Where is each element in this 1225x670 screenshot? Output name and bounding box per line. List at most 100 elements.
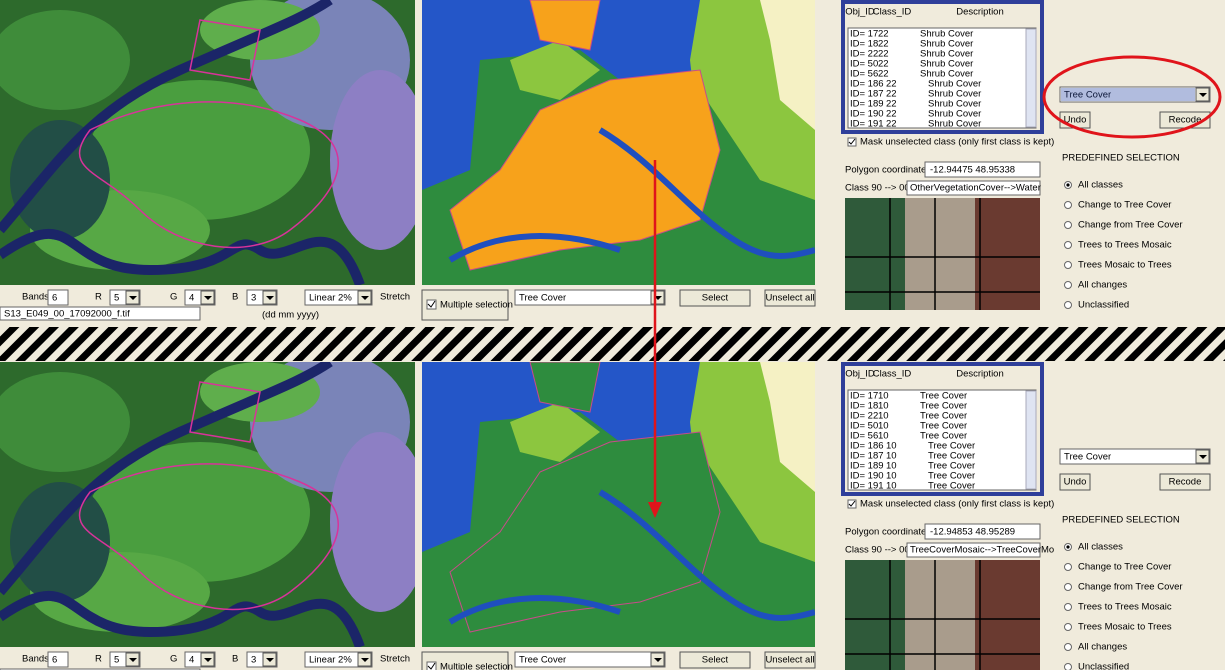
label: Tree Cover — [920, 431, 967, 442]
dropdown[interactable] — [1059, 448, 1211, 465]
button[interactable] — [679, 289, 751, 307]
satellite-image — [0, 0, 415, 285]
thumb-right — [975, 198, 1040, 310]
radio[interactable] — [1064, 563, 1072, 571]
patch — [90, 80, 310, 220]
radio[interactable] — [1064, 623, 1072, 631]
field[interactable] — [0, 306, 201, 321]
label: G — [170, 654, 177, 665]
radio-dot — [1066, 183, 1070, 187]
checkbox[interactable] — [426, 299, 437, 310]
arrow-head — [648, 502, 662, 518]
label: B — [232, 654, 238, 665]
dropdown[interactable] — [514, 651, 666, 668]
label: Tree Cover — [920, 411, 967, 422]
label: 4 — [189, 293, 194, 304]
label: Shrub Cover — [920, 39, 973, 50]
scrollbar[interactable] — [1025, 28, 1037, 128]
radio[interactable] — [1064, 603, 1072, 611]
label: Polygon coordinates : — [845, 165, 936, 176]
label: Description — [956, 7, 1004, 18]
field[interactable] — [924, 523, 1041, 540]
radio[interactable] — [1064, 241, 1072, 249]
label: Trees Mosaic to Trees — [1078, 260, 1172, 271]
button[interactable] — [764, 651, 816, 669]
dropdown[interactable] — [304, 651, 373, 668]
radio[interactable] — [1064, 663, 1072, 670]
classification-map — [422, 362, 815, 647]
label: R — [95, 654, 102, 665]
scrollbar[interactable] — [1025, 390, 1037, 490]
patch — [10, 120, 110, 240]
label: Tree Cover — [519, 293, 566, 304]
label: Shrub Cover — [920, 29, 973, 40]
label: Unselect all — [765, 655, 814, 666]
label: 10 — [878, 431, 889, 442]
label: Class 90 --> 00: — [845, 545, 912, 556]
polygon-outline — [78, 381, 339, 611]
radio[interactable] — [1064, 201, 1072, 209]
label: Change to Tree Cover — [1078, 562, 1171, 573]
list[interactable] — [847, 27, 1037, 129]
label: G — [170, 292, 177, 303]
dropdown[interactable] — [514, 289, 666, 306]
label: ID= 56 — [850, 69, 878, 80]
label: ID= 186 — [850, 441, 884, 452]
class-light2 — [510, 40, 600, 100]
dropdown[interactable] — [304, 289, 373, 306]
field[interactable] — [906, 542, 1041, 558]
label: 22 — [878, 69, 889, 80]
label: ID= 18 — [850, 401, 878, 412]
radio[interactable] — [1064, 221, 1072, 229]
button[interactable] — [1059, 473, 1091, 491]
field[interactable] — [47, 289, 69, 306]
label: All classes — [1078, 542, 1123, 553]
radio[interactable] — [1064, 301, 1072, 309]
label: 3 — [251, 293, 256, 304]
label: Multiple selection — [440, 300, 513, 311]
label: 22 — [886, 89, 897, 100]
label: ID= 191 — [850, 119, 884, 130]
list[interactable] — [847, 389, 1037, 491]
label: Obj_ID — [845, 369, 875, 380]
button[interactable] — [764, 289, 816, 307]
button[interactable] — [679, 651, 751, 669]
field[interactable] — [47, 651, 69, 668]
label: 22 — [886, 109, 897, 120]
label: ID= 190 — [850, 471, 884, 482]
label: Tree Cover — [519, 655, 566, 666]
radio[interactable] — [1064, 281, 1072, 289]
label: ID= 17 — [850, 391, 878, 402]
map-river — [448, 489, 815, 625]
dropdown[interactable] — [1059, 86, 1211, 103]
label: Class_ID — [873, 7, 912, 18]
label: OtherVegetationCover-->Water — [910, 183, 1041, 194]
label: Change to Tree Cover — [1078, 200, 1171, 211]
button[interactable] — [1159, 473, 1211, 491]
dropdown-arrow — [266, 296, 274, 300]
label: Shrub Cover — [928, 119, 981, 130]
label: 10 — [886, 461, 897, 472]
radio[interactable] — [1064, 643, 1072, 651]
label: Select — [702, 293, 729, 304]
patch — [0, 10, 130, 110]
field[interactable] — [906, 180, 1041, 196]
radio[interactable] — [1064, 261, 1072, 269]
dropdown-arrow — [204, 296, 212, 300]
class-pale — [760, 0, 815, 130]
radio[interactable] — [1064, 583, 1072, 591]
river — [0, 362, 365, 647]
label: ID= 189 — [850, 99, 884, 110]
field[interactable] — [924, 161, 1041, 178]
thumb-mid — [905, 198, 975, 310]
label: 10 — [886, 481, 897, 492]
label: Tree Cover — [1064, 90, 1111, 101]
label: ID= 186 — [850, 79, 884, 90]
label: Change from Tree Cover — [1078, 582, 1183, 593]
check-mark — [848, 500, 856, 507]
label: Class_ID — [873, 369, 912, 380]
label: Tree Cover — [928, 441, 975, 452]
checkbox[interactable] — [426, 661, 437, 670]
label: ID= 189 — [850, 461, 884, 472]
